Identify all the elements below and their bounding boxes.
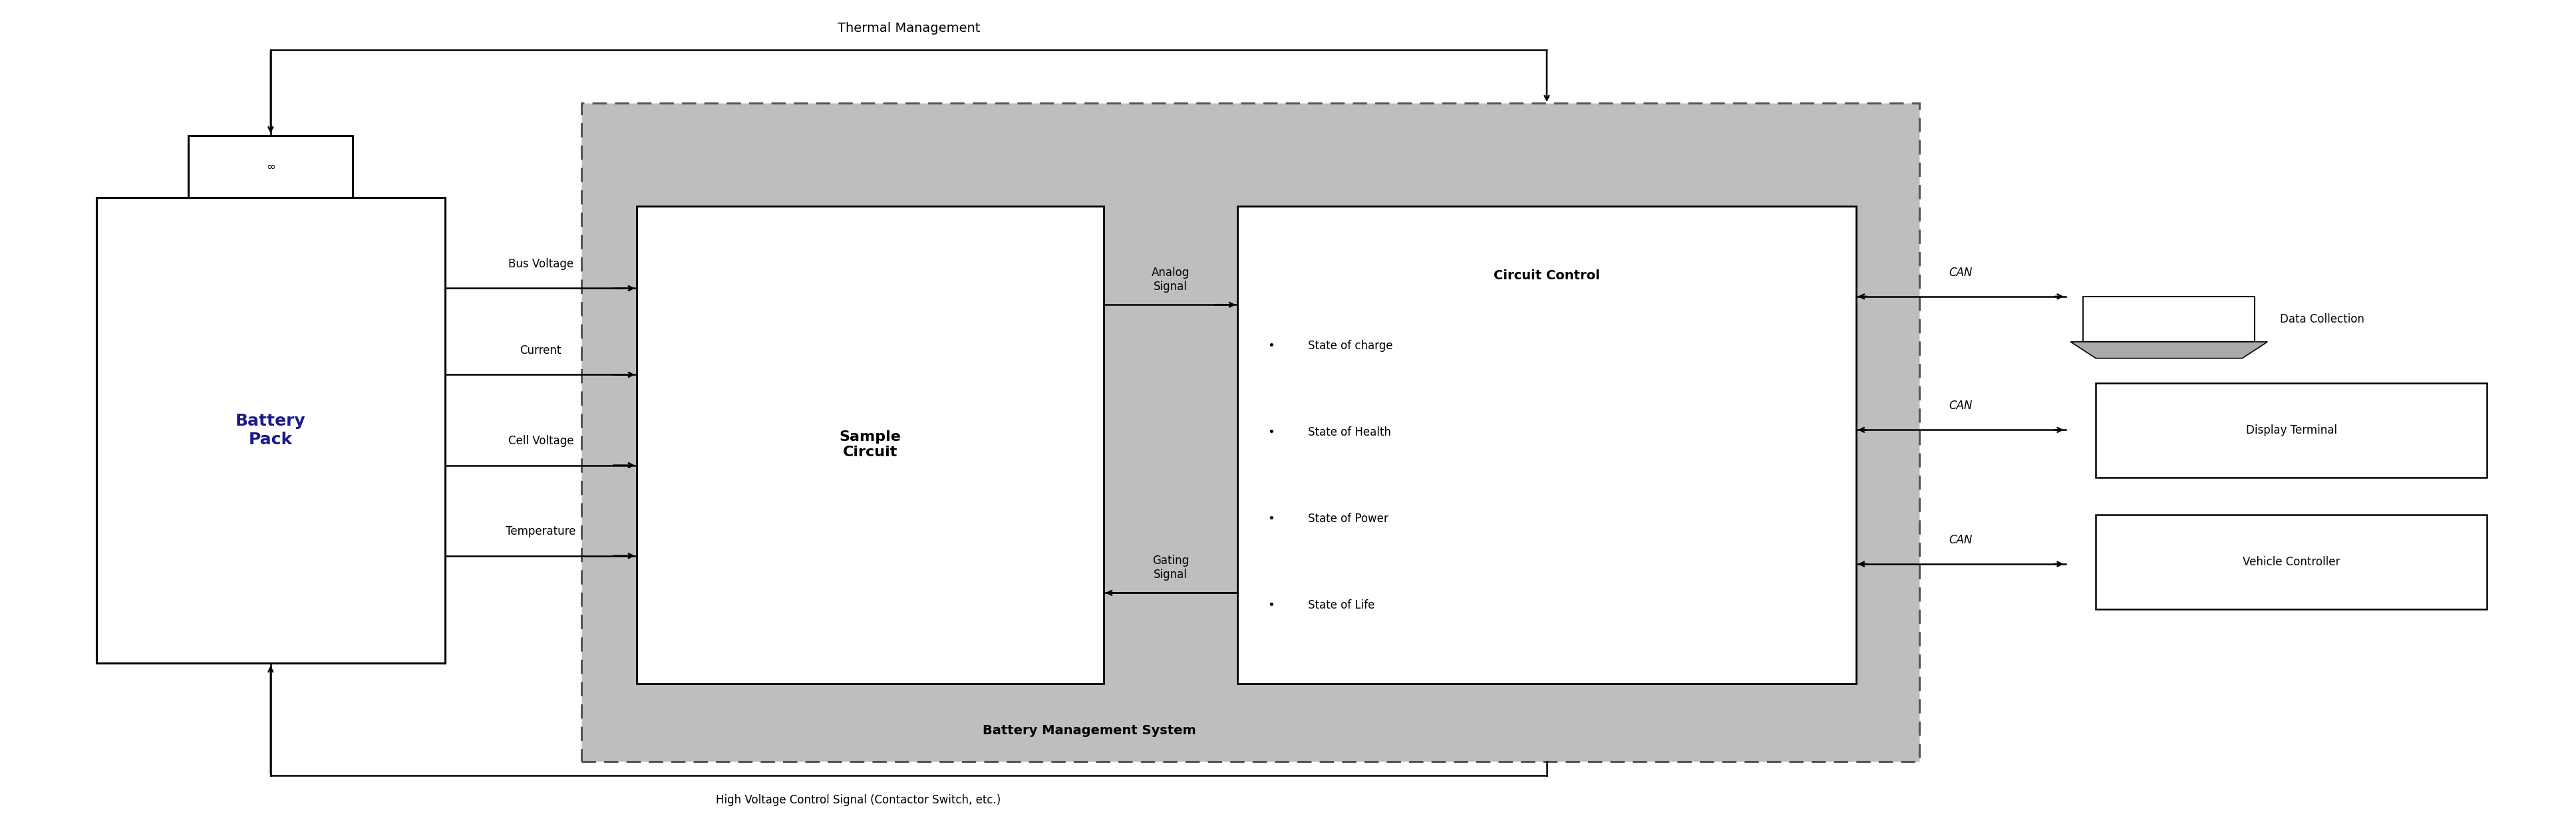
Bar [582,103,1919,762]
Polygon shape [2071,342,2267,359]
Bar [95,197,446,663]
Text: Battery Management System: Battery Management System [984,724,1195,737]
Text: Analog
Signal: Analog Signal [1151,266,1190,292]
Text: Vehicle Controller: Vehicle Controller [2244,556,2339,568]
Text: Circuit Control: Circuit Control [1494,270,1600,282]
Text: Gating
Signal: Gating Signal [1151,554,1190,580]
Bar [1236,206,1855,684]
Text: Cell Voltage: Cell Voltage [507,435,574,447]
Text: State of Life: State of Life [1309,599,1376,612]
Text: ∞: ∞ [265,161,276,173]
Text: State of Health: State of Health [1309,427,1391,438]
Bar [188,136,353,197]
Bar [636,206,1103,684]
Bar [2097,515,2486,609]
Text: State of charge: State of charge [1309,340,1394,352]
Text: •: • [1267,427,1275,438]
Text: •: • [1267,599,1275,612]
Text: •: • [1267,340,1275,352]
Text: Sample
Circuit: Sample Circuit [840,430,902,459]
Text: Bus Voltage: Bus Voltage [507,258,574,270]
Text: CAN: CAN [1950,400,1973,412]
Bar [2097,383,2486,478]
Text: Display Terminal: Display Terminal [2246,424,2336,436]
Text: State of Power: State of Power [1309,512,1388,525]
Text: CAN: CAN [1950,266,1973,278]
Text: Temperature: Temperature [505,526,577,538]
Text: CAN: CAN [1950,534,1973,546]
Text: Battery
Pack: Battery Pack [234,413,307,448]
Text: Current: Current [520,344,562,357]
Text: Data Collection: Data Collection [2280,313,2365,325]
Text: High Voltage Control Signal (Contactor Switch, etc.): High Voltage Control Signal (Contactor S… [716,795,999,806]
Bar [2084,297,2254,342]
Text: Thermal Management: Thermal Management [837,22,979,34]
Text: •: • [1267,512,1275,525]
